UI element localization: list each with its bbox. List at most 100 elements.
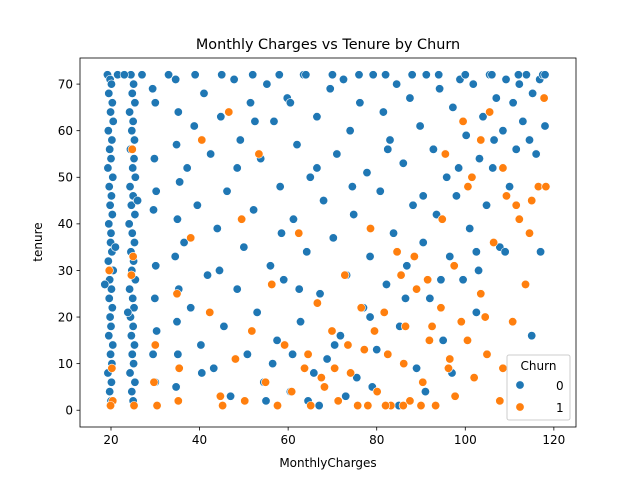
data-point-churn-1	[437, 214, 447, 224]
data-point-churn-0	[372, 345, 382, 355]
data-point-churn-0	[246, 98, 256, 108]
data-point-churn-1	[319, 382, 329, 392]
data-point-churn-0	[330, 340, 340, 350]
data-point-churn-1	[356, 303, 366, 313]
data-point-churn-0	[392, 79, 402, 89]
data-point-churn-0	[315, 289, 325, 299]
data-point-churn-1	[106, 401, 116, 411]
data-point-churn-0	[127, 88, 137, 98]
data-point-churn-0	[164, 70, 174, 80]
data-point-churn-0	[302, 247, 312, 257]
data-point-churn-1	[127, 144, 137, 154]
data-point-churn-0	[487, 70, 497, 80]
data-point-churn-0	[232, 284, 242, 294]
data-point-churn-0	[125, 284, 135, 294]
data-point-churn-0	[130, 210, 140, 220]
x-tick-label: 40	[192, 433, 207, 447]
data-point-churn-0	[125, 368, 135, 378]
data-point-churn-0	[250, 116, 260, 126]
data-point-churn-0	[105, 312, 115, 322]
data-point-churn-0	[103, 163, 113, 173]
data-point-churn-1	[399, 359, 409, 369]
x-tick-label: 20	[103, 433, 118, 447]
data-point-churn-0	[148, 349, 158, 359]
data-point-churn-0	[106, 79, 116, 89]
chart-title: Monthly Charges vs Tenure by Churn	[196, 37, 460, 53]
data-point-churn-0	[428, 144, 438, 154]
data-point-churn-0	[420, 387, 430, 397]
data-point-churn-1	[343, 340, 353, 350]
data-point-churn-0	[272, 335, 282, 345]
data-point-churn-1	[436, 303, 446, 313]
data-point-churn-1	[480, 312, 490, 322]
data-point-churn-1	[541, 182, 551, 192]
data-point-churn-0	[172, 140, 182, 150]
data-point-churn-0	[265, 261, 275, 271]
y-tick-label: 70	[58, 77, 73, 91]
data-point-churn-1	[392, 247, 402, 257]
data-point-churn-0	[106, 377, 116, 387]
data-point-churn-0	[269, 116, 279, 126]
data-point-churn-0	[106, 284, 116, 294]
data-point-churn-0	[173, 349, 183, 359]
data-point-churn-0	[540, 121, 550, 131]
data-point-churn-0	[107, 303, 117, 313]
data-point-churn-1	[456, 317, 466, 327]
data-point-churn-0	[524, 135, 534, 145]
data-point-churn-0	[219, 321, 229, 331]
data-point-churn-0	[296, 317, 306, 327]
data-point-churn-0	[398, 158, 408, 168]
data-point-churn-1	[104, 265, 114, 275]
data-point-churn-1	[128, 251, 138, 261]
data-point-churn-0	[248, 70, 258, 80]
data-point-churn-0	[129, 238, 139, 248]
data-point-churn-0	[508, 98, 518, 108]
data-point-churn-1	[379, 307, 389, 317]
data-point-churn-1	[405, 396, 415, 406]
data-point-churn-0	[137, 70, 147, 80]
data-point-churn-0	[129, 359, 139, 369]
data-point-churn-1	[412, 284, 422, 294]
data-point-churn-0	[381, 70, 391, 80]
data-point-churn-1	[230, 354, 240, 364]
data-point-churn-0	[151, 186, 161, 196]
data-point-churn-0	[312, 163, 322, 173]
data-point-churn-0	[235, 135, 245, 145]
data-point-churn-0	[335, 331, 345, 341]
data-point-churn-0	[149, 205, 159, 215]
y-tick-label: 40	[58, 217, 73, 231]
data-point-churn-1	[463, 182, 473, 192]
data-point-churn-1	[423, 275, 433, 285]
x-tick-label: 100	[454, 433, 477, 447]
data-point-churn-0	[458, 275, 468, 285]
data-point-churn-1	[215, 391, 225, 401]
data-point-churn-1	[396, 270, 406, 280]
data-point-churn-1	[524, 228, 534, 238]
data-point-churn-0	[128, 293, 138, 303]
data-point-churn-0	[511, 144, 521, 154]
data-point-churn-0	[229, 74, 239, 84]
y-tick-label: 60	[58, 124, 73, 138]
data-point-churn-0	[451, 191, 461, 201]
data-point-churn-0	[110, 242, 120, 252]
data-point-churn-1	[150, 340, 160, 350]
data-point-churn-0	[129, 340, 139, 350]
data-point-churn-0	[107, 98, 117, 108]
data-point-churn-0	[514, 79, 524, 89]
data-point-churn-0	[322, 354, 332, 364]
data-point-churn-0	[268, 359, 278, 369]
y-tick-label: 0	[65, 404, 73, 418]
data-point-churn-0	[279, 275, 289, 285]
data-point-churn-0	[104, 182, 114, 192]
data-point-churn-1	[372, 387, 382, 397]
data-point-churn-0	[474, 154, 484, 164]
data-point-churn-0	[474, 265, 484, 275]
data-point-churn-0	[106, 228, 116, 238]
data-point-churn-1	[445, 354, 455, 364]
data-point-churn-0	[129, 154, 139, 164]
data-point-churn-0	[105, 200, 115, 210]
data-point-churn-1	[205, 307, 215, 317]
data-point-churn-0	[199, 88, 209, 98]
data-point-churn-0	[104, 219, 114, 229]
